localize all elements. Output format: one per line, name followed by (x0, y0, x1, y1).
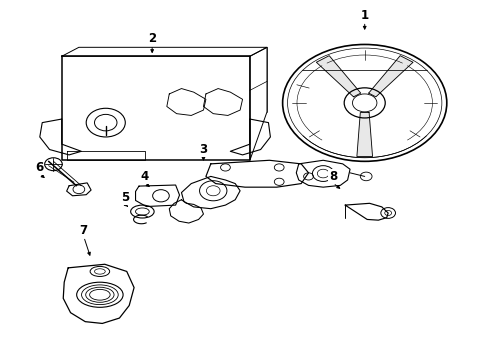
Text: 8: 8 (329, 170, 337, 183)
Text: 7: 7 (80, 224, 88, 237)
Polygon shape (368, 56, 413, 97)
Polygon shape (357, 113, 372, 157)
Text: 2: 2 (148, 32, 156, 45)
Text: 1: 1 (361, 9, 369, 22)
Text: 3: 3 (199, 143, 208, 156)
Text: 6: 6 (36, 161, 44, 174)
Text: 4: 4 (141, 170, 149, 183)
Polygon shape (317, 56, 361, 97)
Text: 5: 5 (121, 192, 129, 204)
